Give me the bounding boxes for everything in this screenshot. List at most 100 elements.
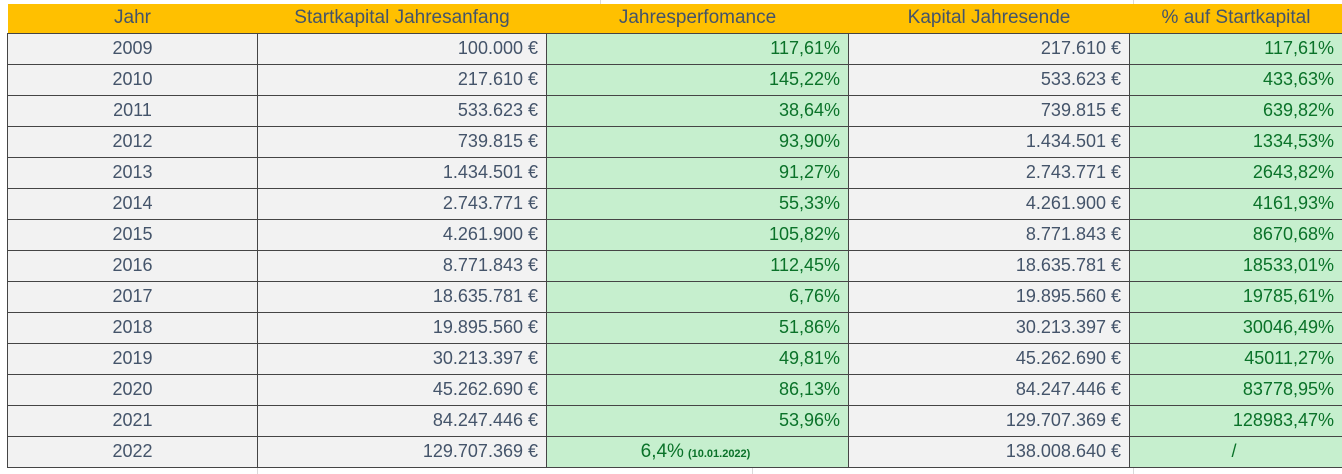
cell-kapital-jahresende[interactable]: 533.623 € (848, 63, 1130, 96)
cell-jahresperfomance[interactable]: 93,90% (546, 125, 849, 158)
cell-jahresperfomance[interactable]: 105,82% (546, 218, 849, 251)
performance-value: 145,22% (768, 69, 840, 89)
cell-pct-auf-startkapital[interactable]: 128983,47% (1129, 404, 1342, 437)
cell-kapital-jahresende[interactable]: 19.895.560 € (848, 280, 1130, 313)
cell-startkapital[interactable]: 739.815 € (257, 125, 547, 158)
cell-kapital-jahresende[interactable]: 45.262.690 € (848, 342, 1130, 375)
table-row: 2010 217.610 € 145,22% 533.623 €433,63% (7, 63, 1342, 96)
cell-jahresperfomance[interactable]: 38,64% (546, 94, 849, 127)
cell-startkapital[interactable]: 100.000 € (257, 32, 547, 65)
cell-jahresperfomance[interactable]: 53,96% (546, 404, 849, 437)
cell-jahr[interactable]: 2019 (7, 342, 258, 375)
cell-pct-auf-startkapital[interactable]: 639,82% (1129, 94, 1342, 127)
performance-table: Jahr Startkapital Jahresanfang Jahresper… (7, 4, 1342, 468)
cell-kapital-jahresende[interactable]: 4.261.900 € (848, 187, 1130, 220)
performance-date-note: (10.01.2022) (687, 447, 751, 460)
table-row: 2012 739.815 € 93,90% 1.434.501 €1334,53% (7, 125, 1342, 158)
column-header-jahr[interactable]: Jahr (7, 4, 258, 34)
column-header-pct-auf-startkapital[interactable]: % auf Startkapital (1129, 4, 1342, 34)
table-row: 2018 19.895.560 € 51,86% 30.213.397 €30046,… (7, 311, 1342, 344)
column-header-jahresperfomance[interactable]: Jahresperfomance (546, 4, 849, 34)
gridline-stub (600, 0, 601, 4)
table-row: 2020 45.262.690 € 86,13% 84.247.446 €83778,… (7, 373, 1342, 406)
cell-startkapital[interactable]: 533.623 € (257, 94, 547, 127)
performance-value: 38,64% (778, 100, 840, 120)
cell-kapital-jahresende[interactable]: 8.771.843 € (848, 218, 1130, 251)
cell-startkapital[interactable]: 2.743.771 € (257, 187, 547, 220)
cell-jahr[interactable]: 2014 (7, 187, 258, 220)
cell-startkapital[interactable]: 18.635.781 € (257, 280, 547, 313)
cell-pct-auf-startkapital[interactable]: / (1129, 435, 1342, 468)
cell-jahr[interactable]: 2020 (7, 373, 258, 406)
cell-kapital-jahresende[interactable]: 129.707.369 € (848, 404, 1130, 437)
cell-jahresperfomance[interactable]: 6,4% (10.01.2022) (546, 435, 849, 468)
cell-jahr[interactable]: 2010 (7, 63, 258, 96)
performance-value: 6,4% (640, 440, 684, 462)
table-row: 2014 2.743.771 € 55,33% 4.261.900 €4161,93% (7, 187, 1342, 220)
cell-pct-auf-startkapital[interactable]: 1334,53% (1129, 125, 1342, 158)
cell-jahr[interactable]: 2016 (7, 249, 258, 282)
cell-jahr[interactable]: 2018 (7, 311, 258, 344)
cell-pct-auf-startkapital[interactable]: 18533,01% (1129, 249, 1342, 282)
cell-startkapital[interactable]: 129.707.369 € (257, 435, 547, 468)
cell-pct-auf-startkapital[interactable]: 45011,27% (1129, 342, 1342, 375)
cell-startkapital[interactable]: 30.213.397 € (257, 342, 547, 375)
cell-pct-auf-startkapital[interactable]: 19785,61% (1129, 280, 1342, 313)
cell-jahresperfomance[interactable]: 117,61% (546, 32, 849, 65)
column-header-kapital-jahresende[interactable]: Kapital Jahresende (848, 4, 1130, 34)
performance-value: 86,13% (778, 379, 840, 399)
table-row: 2017 18.635.781 € 6,76% 19.895.560 €19785,6… (7, 280, 1342, 313)
cell-startkapital[interactable]: 4.261.900 € (257, 218, 547, 251)
cell-pct-auf-startkapital[interactable]: 83778,95% (1129, 373, 1342, 406)
table-row: 2011 533.623 € 38,64% 739.815 €639,82% (7, 94, 1342, 127)
cell-jahr[interactable]: 2021 (7, 404, 258, 437)
cell-kapital-jahresende[interactable]: 1.434.501 € (848, 125, 1130, 158)
cell-jahr[interactable]: 2012 (7, 125, 258, 158)
cell-kapital-jahresende[interactable]: 18.635.781 € (848, 249, 1130, 282)
cell-jahr[interactable]: 2015 (7, 218, 258, 251)
gridline-stub (1133, 0, 1134, 4)
cell-startkapital[interactable]: 19.895.560 € (257, 311, 547, 344)
cell-startkapital[interactable]: 8.771.843 € (257, 249, 547, 282)
cell-jahresperfomance[interactable]: 49,81% (546, 342, 849, 375)
cell-jahr[interactable]: 2009 (7, 32, 258, 65)
table-row: 2013 1.434.501 € 91,27% 2.743.771 €2643,82% (7, 156, 1342, 189)
gridline-stub (1133, 467, 1134, 474)
performance-value: 91,27% (778, 162, 840, 182)
cell-jahresperfomance[interactable]: 86,13% (546, 373, 849, 406)
cell-pct-auf-startkapital[interactable]: 117,61% (1129, 32, 1342, 65)
cell-pct-auf-startkapital[interactable]: 433,63% (1129, 63, 1342, 96)
cell-jahresperfomance[interactable]: 145,22% (546, 63, 849, 96)
gridline-stub (752, 467, 753, 474)
cell-kapital-jahresende[interactable]: 217.610 € (848, 32, 1130, 65)
cell-kapital-jahresende[interactable]: 739.815 € (848, 94, 1130, 127)
column-header-startkapital[interactable]: Startkapital Jahresanfang (257, 4, 547, 34)
table-row: 2016 8.771.843 € 112,45% 18.635.781 €18533,… (7, 249, 1342, 282)
cell-kapital-jahresende[interactable]: 138.008.640 € (848, 435, 1130, 468)
performance-value: 105,82% (768, 224, 840, 244)
cell-jahr[interactable]: 2017 (7, 280, 258, 313)
cell-startkapital[interactable]: 217.610 € (257, 63, 547, 96)
cell-jahresperfomance[interactable]: 51,86% (546, 311, 849, 344)
cell-jahr[interactable]: 2022 (7, 435, 258, 468)
cell-jahresperfomance[interactable]: 91,27% (546, 156, 849, 189)
performance-value: 49,81% (778, 348, 840, 368)
cell-jahresperfomance[interactable]: 55,33% (546, 187, 849, 220)
cell-kapital-jahresende[interactable]: 84.247.446 € (848, 373, 1130, 406)
cell-jahr[interactable]: 2013 (7, 156, 258, 189)
cell-kapital-jahresende[interactable]: 30.213.397 € (848, 311, 1130, 344)
cell-startkapital[interactable]: 1.434.501 € (257, 156, 547, 189)
performance-value: 117,61% (770, 38, 840, 58)
performance-value: 51,86% (778, 317, 840, 337)
cell-jahresperfomance[interactable]: 112,45% (546, 249, 849, 282)
performance-value: 6,76% (788, 286, 840, 306)
cell-kapital-jahresende[interactable]: 2.743.771 € (848, 156, 1130, 189)
cell-startkapital[interactable]: 45.262.690 € (257, 373, 547, 406)
cell-pct-auf-startkapital[interactable]: 2643,82% (1129, 156, 1342, 189)
cell-pct-auf-startkapital[interactable]: 8670,68% (1129, 218, 1342, 251)
cell-jahresperfomance[interactable]: 6,76% (546, 280, 849, 313)
cell-pct-auf-startkapital[interactable]: 30046,49% (1129, 311, 1342, 344)
cell-jahr[interactable]: 2011 (7, 94, 258, 127)
cell-startkapital[interactable]: 84.247.446 € (257, 404, 547, 437)
cell-pct-auf-startkapital[interactable]: 4161,93% (1129, 187, 1342, 220)
